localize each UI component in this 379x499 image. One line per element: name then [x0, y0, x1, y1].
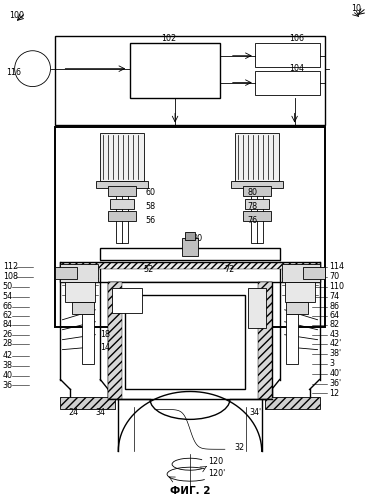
- Bar: [82, 314, 94, 364]
- Bar: [258, 282, 272, 399]
- Text: 110: 110: [329, 282, 345, 291]
- Text: 66: 66: [3, 302, 13, 311]
- Text: 24: 24: [69, 408, 78, 417]
- Text: 108: 108: [3, 272, 18, 281]
- Bar: [55, 127, 324, 327]
- Text: 120: 120: [208, 457, 223, 466]
- Bar: [245, 199, 269, 209]
- Bar: [63, 263, 318, 269]
- Bar: [182, 238, 198, 256]
- Bar: [243, 211, 271, 221]
- Text: 70: 70: [329, 272, 340, 281]
- Bar: [108, 282, 272, 399]
- Text: 38: 38: [3, 361, 13, 370]
- Text: 14: 14: [100, 343, 110, 352]
- Text: 54: 54: [3, 292, 13, 301]
- Text: 34: 34: [96, 408, 105, 417]
- Text: 56: 56: [145, 216, 155, 225]
- Bar: [286, 314, 298, 364]
- Text: 52: 52: [143, 265, 153, 274]
- Bar: [286, 302, 308, 314]
- Text: ФИГ. 2: ФИГ. 2: [170, 486, 210, 496]
- Bar: [248, 288, 266, 328]
- Text: 120': 120': [208, 469, 225, 478]
- Bar: [255, 43, 319, 67]
- Text: 43: 43: [329, 330, 340, 339]
- Bar: [108, 186, 136, 196]
- Bar: [112, 288, 142, 313]
- Bar: [108, 211, 136, 221]
- Bar: [100, 248, 280, 260]
- Text: 18: 18: [100, 330, 110, 339]
- Text: 86: 86: [329, 302, 340, 311]
- Text: 42': 42': [329, 339, 342, 348]
- Text: 34': 34': [250, 408, 262, 417]
- Text: 26: 26: [3, 330, 13, 339]
- Text: 82: 82: [329, 320, 340, 329]
- Bar: [235, 133, 279, 181]
- Bar: [110, 199, 134, 209]
- Text: 64: 64: [329, 311, 340, 320]
- Text: 28: 28: [3, 339, 13, 348]
- Text: 106: 106: [290, 34, 305, 43]
- Text: 60: 60: [145, 188, 155, 197]
- Text: 74: 74: [329, 292, 340, 301]
- Text: 116: 116: [6, 68, 21, 77]
- Bar: [108, 282, 122, 399]
- Text: 112: 112: [3, 262, 18, 271]
- Text: 32: 32: [235, 443, 245, 452]
- Bar: [100, 133, 144, 181]
- Text: 10: 10: [351, 4, 362, 13]
- Text: 16: 16: [178, 340, 189, 349]
- Text: 114: 114: [329, 262, 345, 271]
- Text: 36': 36': [329, 379, 341, 388]
- Bar: [285, 282, 315, 302]
- Text: 38': 38': [329, 349, 341, 358]
- Bar: [243, 186, 271, 196]
- Bar: [231, 181, 283, 188]
- Bar: [61, 264, 98, 282]
- Bar: [55, 267, 77, 279]
- Bar: [96, 181, 148, 188]
- Bar: [282, 264, 319, 282]
- Text: 102: 102: [161, 34, 176, 43]
- Text: 100: 100: [9, 11, 23, 20]
- Bar: [125, 295, 245, 390]
- Text: 12: 12: [329, 389, 340, 398]
- Bar: [255, 71, 319, 95]
- Bar: [61, 262, 319, 282]
- Text: 90: 90: [193, 234, 203, 243]
- Text: 3: 3: [329, 359, 335, 368]
- Bar: [55, 36, 324, 125]
- Bar: [72, 302, 94, 314]
- Text: 20: 20: [253, 290, 263, 299]
- Bar: [265, 398, 319, 409]
- Text: 76: 76: [248, 216, 258, 225]
- Bar: [302, 267, 324, 279]
- Text: 40: 40: [3, 371, 13, 380]
- Bar: [130, 43, 220, 98]
- Bar: [116, 188, 128, 243]
- Text: 80: 80: [248, 188, 258, 197]
- Text: 36: 36: [3, 381, 13, 390]
- Text: 72: 72: [225, 265, 235, 274]
- Bar: [251, 188, 263, 243]
- Bar: [61, 398, 115, 409]
- Bar: [66, 282, 96, 302]
- Text: 40': 40': [329, 369, 341, 378]
- Text: 58: 58: [145, 202, 155, 211]
- Bar: [185, 232, 195, 240]
- Text: 84: 84: [3, 320, 13, 329]
- Text: 42: 42: [3, 351, 13, 360]
- Text: 50: 50: [3, 282, 13, 291]
- Text: 78: 78: [248, 202, 258, 211]
- Text: 104: 104: [290, 64, 305, 73]
- Text: 62: 62: [3, 311, 13, 320]
